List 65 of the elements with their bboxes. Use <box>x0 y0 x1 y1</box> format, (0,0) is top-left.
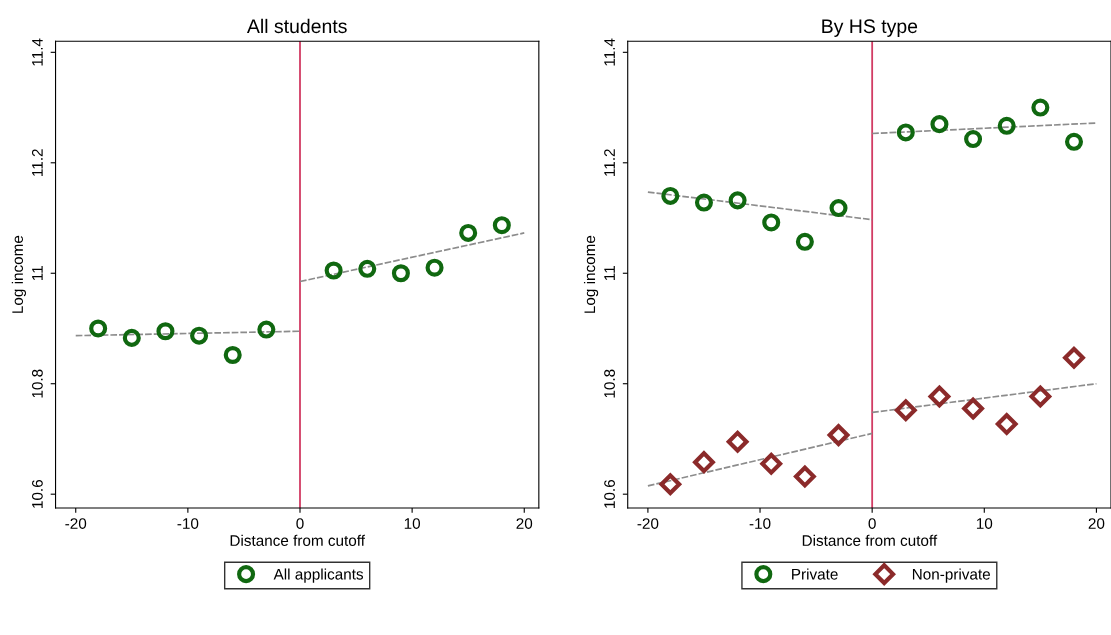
x-axis-title: Distance from cutoff <box>230 534 366 546</box>
point <box>962 397 985 420</box>
y-tick-label: 10.8 <box>604 369 615 398</box>
point <box>728 191 747 210</box>
x-tick-label: 10 <box>976 518 993 529</box>
point <box>896 123 915 142</box>
point <box>659 473 682 496</box>
chart-title: By HS type <box>822 19 918 37</box>
point <box>793 465 816 488</box>
point <box>492 216 511 235</box>
point <box>762 213 781 232</box>
point <box>358 259 377 278</box>
point <box>1029 385 1052 408</box>
x-axis-title: Distance from cutoff <box>802 534 938 546</box>
point <box>1031 98 1050 117</box>
point <box>930 115 949 134</box>
chart-title: All students <box>246 18 347 34</box>
point <box>257 320 276 339</box>
y-tick-label: 10.6 <box>604 479 615 508</box>
point <box>190 326 209 345</box>
x-tick-label: 10 <box>404 518 421 529</box>
point <box>760 452 783 475</box>
point <box>324 261 343 280</box>
y-axis-title: Log income <box>11 235 27 313</box>
point <box>928 385 951 408</box>
point <box>726 430 749 453</box>
point <box>425 258 444 277</box>
y-axis-title: Log income <box>583 235 599 313</box>
x-tick-label: 0 <box>296 518 304 529</box>
point <box>89 319 108 338</box>
point <box>894 399 917 422</box>
y-tick-label: 10.8 <box>31 369 43 398</box>
point <box>693 451 715 474</box>
x-tick-label: 20 <box>1088 518 1105 529</box>
x-tick-label: -20 <box>65 518 87 529</box>
point <box>964 130 983 149</box>
y-tick-label: 11 <box>604 266 615 281</box>
point <box>795 232 814 251</box>
point <box>827 424 850 447</box>
y-tick-label: 11.2 <box>31 149 43 176</box>
legend-label: Private <box>792 568 838 580</box>
point <box>1063 346 1085 369</box>
x-tick-label: 0 <box>868 518 876 529</box>
legend-label: All applicants <box>273 568 364 583</box>
point <box>1064 132 1084 151</box>
point <box>694 193 713 212</box>
y-tick-label: 11.4 <box>32 38 43 66</box>
point <box>661 186 680 205</box>
point <box>223 345 242 365</box>
legend-label: Non-private <box>912 568 990 583</box>
point <box>997 116 1016 135</box>
y-tick-label: 10.6 <box>31 479 43 508</box>
point <box>829 199 848 218</box>
x-tick-label: -20 <box>637 518 659 529</box>
x-tick-label: -10 <box>749 518 771 529</box>
point <box>459 223 478 242</box>
y-tick-label: 11.4 <box>604 38 615 66</box>
point <box>122 328 141 347</box>
x-tick-label: -10 <box>177 518 199 529</box>
y-tick-label: 11.2 <box>604 149 615 176</box>
point <box>156 322 175 341</box>
point <box>391 264 410 283</box>
y-tick-label: 11 <box>32 266 43 281</box>
point <box>995 413 1018 435</box>
x-tick-label: 20 <box>516 518 533 529</box>
